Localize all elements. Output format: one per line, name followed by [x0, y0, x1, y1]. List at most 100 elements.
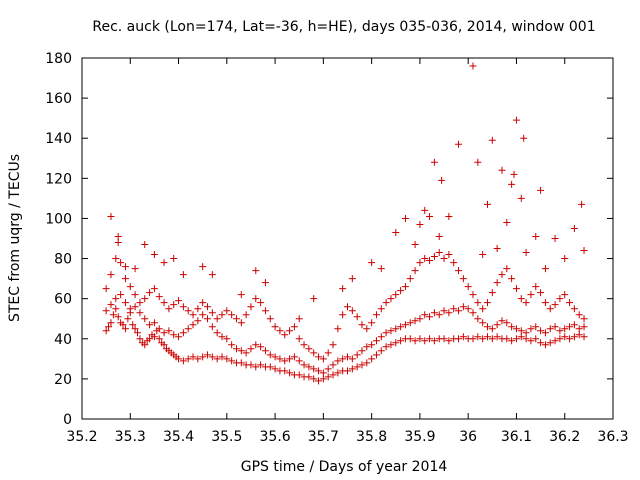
data-point — [445, 212, 453, 220]
data-point — [406, 319, 414, 327]
data-point — [435, 232, 443, 240]
data-point — [228, 311, 236, 319]
x-tick-label: 35.3 — [115, 429, 146, 445]
data-point — [469, 309, 477, 317]
data-point — [541, 299, 549, 307]
y-tick-label: 0 — [63, 412, 72, 428]
data-point — [175, 355, 183, 363]
data-point — [348, 365, 356, 373]
data-point — [121, 299, 129, 307]
data-point — [512, 335, 520, 343]
data-point — [141, 341, 149, 349]
data-point — [358, 361, 366, 369]
data-point — [537, 339, 545, 347]
data-point — [223, 307, 231, 315]
data-point — [213, 329, 221, 337]
data-point — [271, 323, 279, 331]
data-point — [237, 359, 245, 367]
data-point — [435, 249, 443, 257]
data-point — [339, 355, 347, 363]
data-point — [532, 323, 540, 331]
data-point — [199, 263, 207, 271]
data-point — [522, 335, 530, 343]
data-point — [315, 353, 323, 361]
data-point — [556, 335, 564, 343]
data-point — [324, 373, 332, 381]
data-point — [247, 361, 255, 369]
data-point — [455, 307, 463, 315]
data-point — [532, 335, 540, 343]
data-point — [310, 349, 318, 357]
data-point — [179, 357, 187, 365]
data-point — [532, 232, 540, 240]
data-point — [208, 309, 216, 317]
data-point — [392, 291, 400, 299]
data-point — [232, 345, 240, 353]
y-tick-label: 180 — [45, 51, 72, 67]
data-point — [377, 333, 385, 341]
data-point — [517, 295, 525, 303]
data-point — [179, 271, 187, 279]
data-point — [368, 319, 376, 327]
data-point — [368, 355, 376, 363]
data-point — [363, 359, 371, 367]
data-point — [512, 116, 520, 124]
data-point — [146, 321, 154, 329]
data-point — [508, 180, 516, 188]
data-point — [445, 251, 453, 259]
data-point — [146, 289, 154, 297]
data-point — [124, 315, 132, 323]
data-point — [324, 365, 332, 373]
data-point — [242, 349, 250, 357]
data-point — [218, 333, 226, 341]
data-point — [570, 321, 578, 329]
data-point — [114, 239, 122, 247]
data-point — [426, 335, 434, 343]
data-point — [546, 339, 554, 347]
data-point — [537, 327, 545, 335]
data-point — [464, 305, 472, 313]
data-point — [578, 200, 586, 208]
data-point — [372, 337, 380, 345]
data-point — [237, 291, 245, 299]
data-point — [416, 220, 424, 228]
data-point — [517, 333, 525, 341]
data-point — [522, 299, 530, 307]
data-point — [551, 323, 559, 331]
data-point — [372, 351, 380, 359]
data-point — [121, 325, 129, 333]
data-point — [131, 303, 139, 311]
data-point — [194, 317, 202, 325]
data-point — [252, 341, 260, 349]
data-point — [310, 295, 318, 303]
data-point — [401, 214, 409, 222]
data-point — [450, 259, 458, 267]
data-point — [218, 353, 226, 361]
data-point — [469, 335, 477, 343]
data-point — [348, 355, 356, 363]
data-point — [344, 367, 351, 375]
data-point — [112, 295, 120, 303]
data-point — [377, 265, 385, 273]
data-point — [121, 263, 129, 271]
data-point — [353, 313, 361, 321]
data-point — [129, 321, 137, 329]
data-point — [382, 343, 390, 351]
data-point — [339, 285, 347, 293]
data-point — [136, 299, 144, 307]
data-point — [353, 351, 361, 359]
data-point — [107, 319, 115, 327]
data-point — [363, 343, 371, 351]
data-point — [522, 329, 530, 337]
y-tick-label: 160 — [45, 91, 72, 107]
data-point — [117, 259, 125, 267]
data-point — [570, 333, 578, 341]
data-point — [358, 347, 366, 355]
data-point — [430, 253, 438, 261]
data-point — [503, 335, 511, 343]
data-point — [580, 323, 588, 331]
data-point — [397, 323, 405, 331]
data-point — [503, 218, 511, 226]
data-point — [146, 335, 154, 343]
